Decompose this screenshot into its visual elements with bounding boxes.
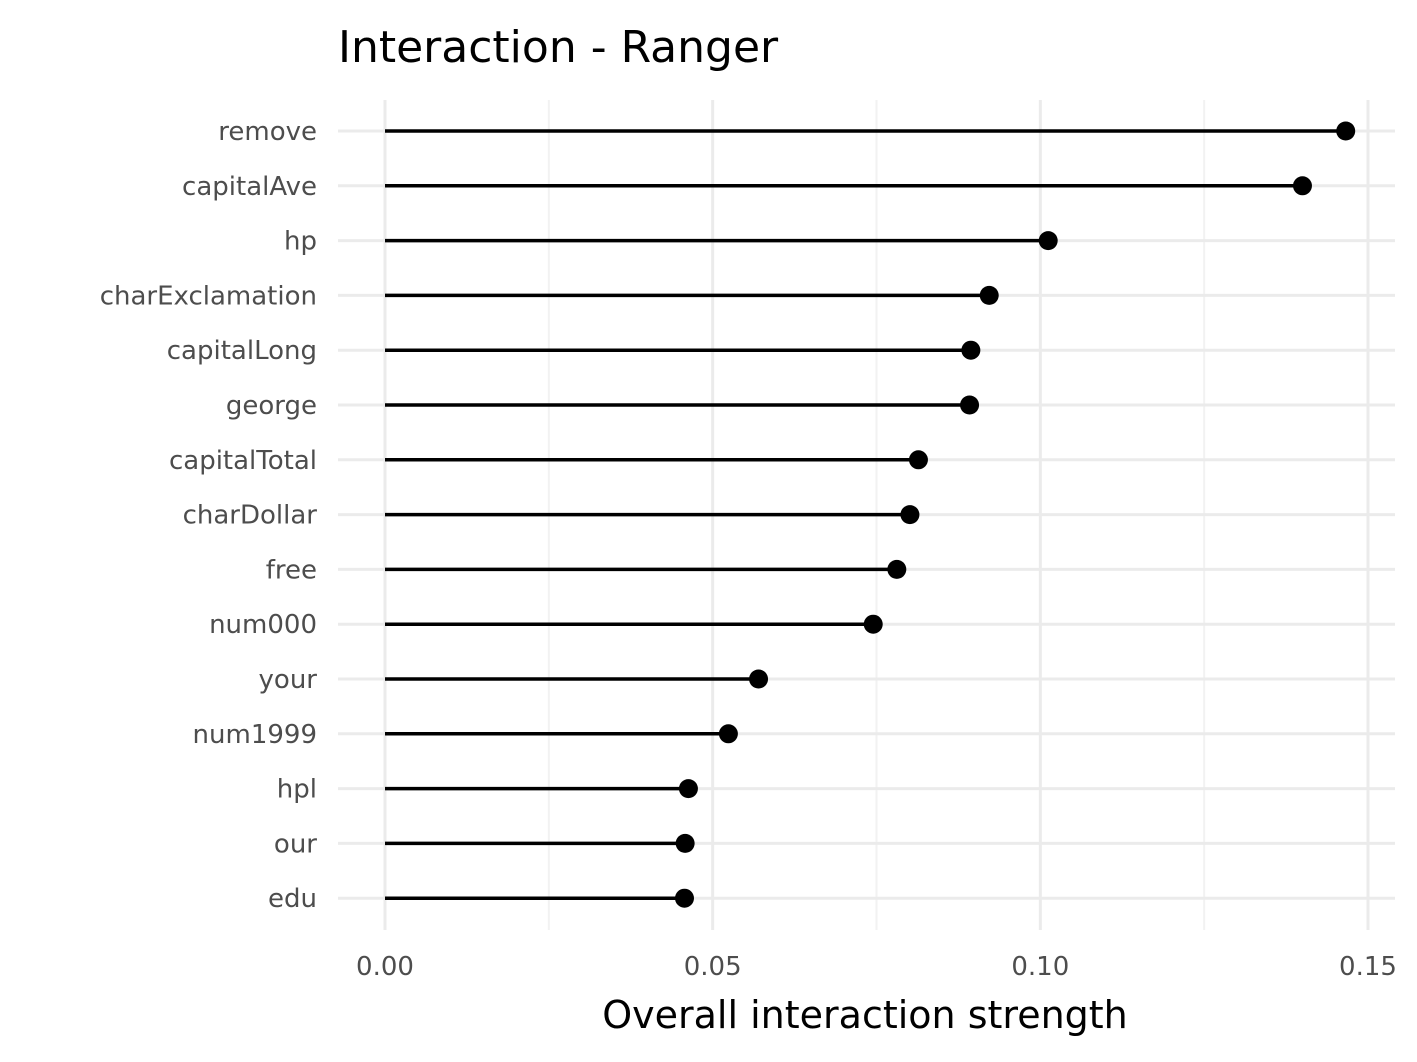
y-tick-label: your	[259, 665, 318, 695]
x-tick-label: 0.00	[356, 952, 414, 982]
point-capitalLong	[961, 340, 981, 360]
point-hpl	[678, 779, 698, 799]
point-our	[675, 833, 695, 853]
y-tick-label: hp	[284, 227, 317, 257]
y-tick-label: charExclamation	[100, 281, 317, 311]
y-tick-label: free	[266, 555, 317, 585]
chart-title: Interaction - Ranger	[338, 22, 779, 73]
y-tick-label: edu	[268, 884, 317, 914]
x-tick-label: 0.15	[1339, 952, 1397, 982]
point-remove	[1336, 121, 1356, 141]
x-tick-labels: 0.00 0.05 0.10 0.15	[356, 952, 1397, 982]
x-tick-label: 0.05	[684, 952, 742, 982]
y-tick-label: capitalAve	[182, 172, 317, 202]
point-num000	[863, 614, 883, 634]
y-tick-label: george	[226, 391, 317, 421]
x-tick-label: 0.10	[1011, 952, 1069, 982]
y-tick-label: num000	[209, 610, 317, 640]
point-free	[887, 559, 907, 579]
y-tick-label: charDollar	[183, 501, 318, 531]
y-tick-label: our	[274, 829, 317, 859]
point-charExclamation	[979, 285, 999, 305]
y-tick-label: remove	[218, 117, 317, 147]
y-tick-label: hpl	[277, 775, 317, 805]
point-capitalTotal	[908, 450, 928, 470]
y-tick-label: capitalTotal	[169, 446, 317, 476]
point-george	[960, 395, 980, 415]
lollipop-points	[674, 121, 1356, 908]
point-num1999	[718, 724, 738, 744]
x-axis-label: Overall interaction strength	[602, 993, 1128, 1037]
y-tick-label: num1999	[193, 720, 317, 750]
y-tick-label: capitalLong	[167, 336, 317, 366]
point-edu	[674, 888, 694, 908]
point-charDollar	[900, 505, 920, 525]
point-capitalAve	[1292, 176, 1312, 196]
point-hp	[1038, 231, 1058, 251]
y-tick-labels: remove capitalAve hp charExclamation capital…	[100, 117, 318, 914]
point-your	[749, 669, 769, 689]
lollipop-stems	[385, 129, 1346, 900]
